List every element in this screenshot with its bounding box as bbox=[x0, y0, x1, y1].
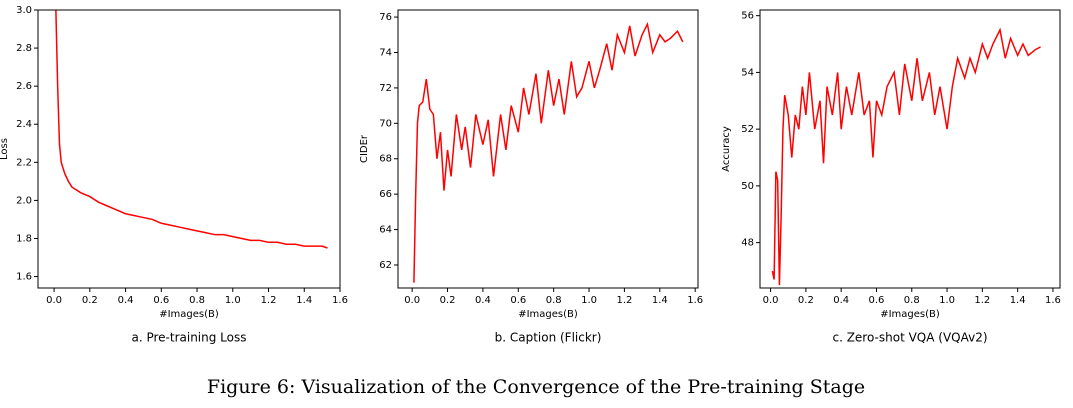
y-tick-label: 48 bbox=[741, 238, 754, 249]
x-tick-label: 0.8 bbox=[904, 295, 920, 306]
y-tick-label: 2.0 bbox=[16, 195, 32, 206]
x-axis-label: #Images(B) bbox=[159, 309, 219, 320]
data-line bbox=[771, 27, 1041, 286]
plot-frame bbox=[37, 9, 341, 289]
x-tick-label: 1.6 bbox=[687, 295, 703, 306]
y-tick-label: 70 bbox=[379, 118, 392, 129]
x-tick-label: 0.6 bbox=[510, 295, 526, 306]
x-tick-label: 1.0 bbox=[225, 295, 241, 306]
y-tick-label: 56 bbox=[741, 11, 754, 22]
y-tick-label: 64 bbox=[379, 225, 392, 236]
x-tick-label: 0.4 bbox=[475, 295, 491, 306]
y-tick-label: 1.8 bbox=[16, 233, 32, 244]
x-tick-label: 0.6 bbox=[869, 295, 885, 306]
data-line bbox=[55, 10, 328, 249]
y-axis-label: Accuracy bbox=[721, 126, 732, 172]
x-axis-label: #Images(B) bbox=[518, 309, 578, 320]
y-tick-label: 66 bbox=[379, 189, 392, 200]
y-tick-label: 1.6 bbox=[16, 272, 32, 283]
y-tick-label: 2.8 bbox=[16, 43, 32, 54]
x-tick-label: 1.6 bbox=[1045, 295, 1061, 306]
x-tick-label: 1.2 bbox=[261, 295, 277, 306]
y-tick-label: 3.0 bbox=[16, 5, 32, 16]
x-tick-label: 1.0 bbox=[581, 295, 597, 306]
y-tick-label: 52 bbox=[741, 124, 754, 135]
x-tick-label: 0.4 bbox=[833, 295, 849, 306]
x-tick-label: 0.0 bbox=[404, 295, 420, 306]
y-tick-label: 54 bbox=[741, 67, 754, 78]
x-tick-label: 0.2 bbox=[82, 295, 98, 306]
x-tick-label: 1.4 bbox=[296, 295, 312, 306]
plot-frame bbox=[397, 9, 699, 289]
plot-frame bbox=[759, 9, 1061, 289]
y-axis-label: Loss bbox=[0, 138, 10, 160]
x-tick-label: 0.0 bbox=[763, 295, 779, 306]
data-line bbox=[413, 21, 684, 283]
x-tick-label: 1.4 bbox=[1010, 295, 1026, 306]
x-tick-label: 1.4 bbox=[652, 295, 668, 306]
x-tick-label: 1.2 bbox=[974, 295, 990, 306]
x-tick-label: 0.2 bbox=[440, 295, 456, 306]
y-tick-label: 2.2 bbox=[16, 157, 32, 168]
x-tick-label: 1.2 bbox=[616, 295, 632, 306]
panel-caption: c. Zero-shot VQA (VQAv2) bbox=[832, 331, 987, 345]
x-tick-label: 1.0 bbox=[939, 295, 955, 306]
panel-caption: b. Caption (Flickr) bbox=[495, 331, 602, 345]
y-tick-label: 2.4 bbox=[16, 119, 32, 130]
x-tick-label: 0.8 bbox=[189, 295, 205, 306]
y-tick-label: 50 bbox=[741, 181, 754, 192]
x-tick-label: 0.4 bbox=[118, 295, 134, 306]
figure-caption: Figure 6: Visualization of the Convergen… bbox=[207, 376, 865, 398]
x-tick-label: 0.6 bbox=[153, 295, 169, 306]
y-tick-label: 68 bbox=[379, 154, 392, 165]
y-tick-label: 76 bbox=[379, 12, 392, 23]
y-tick-label: 72 bbox=[379, 83, 392, 94]
x-axis-label: #Images(B) bbox=[880, 309, 940, 320]
y-tick-label: 2.6 bbox=[16, 81, 32, 92]
x-tick-label: 0.8 bbox=[546, 295, 562, 306]
panel-caption: a. Pre-training Loss bbox=[131, 331, 246, 345]
y-tick-label: 62 bbox=[379, 260, 392, 271]
x-tick-label: 0.0 bbox=[46, 295, 62, 306]
y-axis-label: CIDEr bbox=[359, 134, 370, 163]
x-tick-label: 0.2 bbox=[798, 295, 814, 306]
x-tick-label: 1.6 bbox=[332, 295, 348, 306]
y-tick-label: 74 bbox=[379, 47, 392, 58]
